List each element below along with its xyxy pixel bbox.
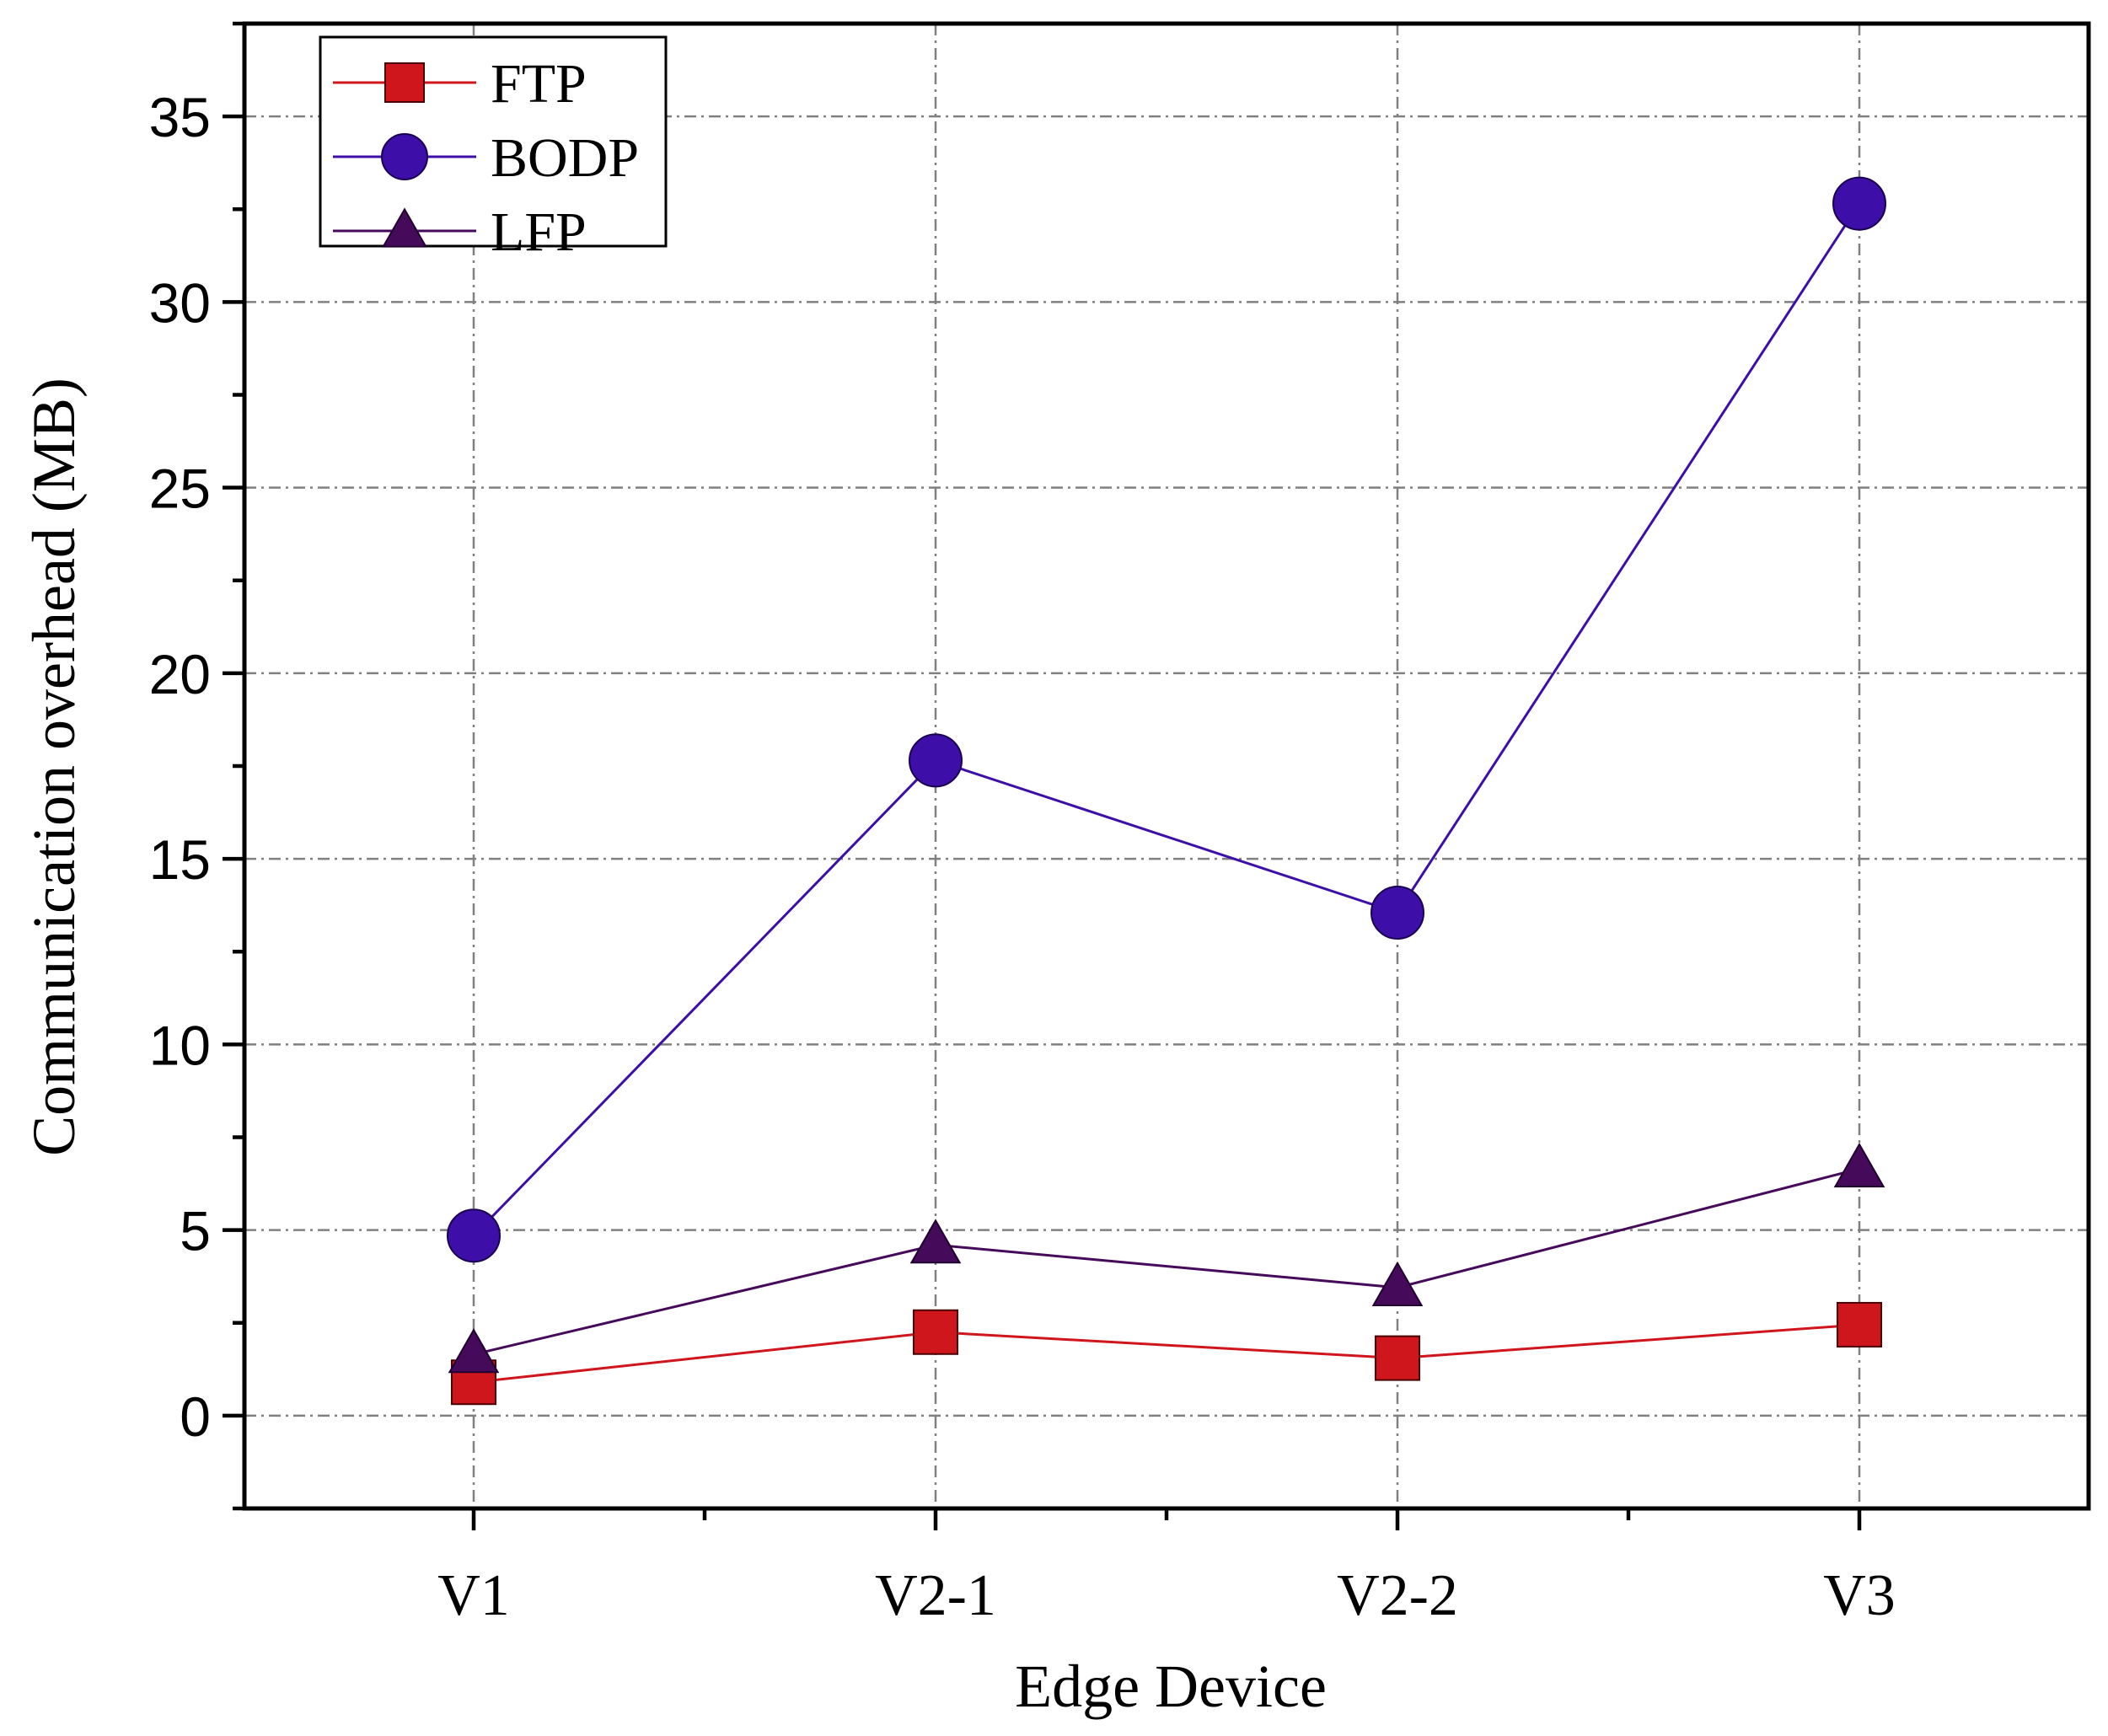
legend-label: LFP <box>491 201 587 263</box>
series-layer <box>447 176 1886 1406</box>
y-tick-label: 5 <box>180 1200 211 1262</box>
series-bodp <box>447 176 1886 1263</box>
legend-marker <box>381 207 428 248</box>
ftp-point <box>1375 1335 1420 1381</box>
y-tick-label: 15 <box>149 828 211 891</box>
y-tick-label: 20 <box>149 643 211 705</box>
series-line-ftp <box>473 1323 1860 1384</box>
series-line-bodp <box>472 202 1861 1237</box>
bodp-point <box>1370 885 1424 940</box>
tick-layer <box>223 21 1862 1530</box>
bodp-point <box>1832 176 1886 231</box>
legend-label: BODP <box>491 127 639 189</box>
label-layer: 0 5 10 15 20 25 30 35 V1 V2-1 V2-2 V3 <box>149 86 1896 1628</box>
legend-box <box>319 35 668 248</box>
x-axis-title: Edge Device <box>1015 1653 1327 1720</box>
series-lfp <box>448 1142 1885 1374</box>
grid-layer <box>244 24 2089 1508</box>
y-tick-label: 30 <box>149 271 211 334</box>
x-tick-label: V1 <box>437 1563 510 1628</box>
ftp-point <box>1837 1301 1882 1348</box>
ftp-point <box>913 1309 958 1355</box>
bodp-point <box>909 733 963 788</box>
legend-label: FTP <box>491 53 587 115</box>
lfp-point <box>1371 1261 1424 1306</box>
lfp-point <box>448 1328 500 1374</box>
legend-item-ftp: FTP <box>333 53 587 115</box>
series-line-lfp <box>473 1167 1860 1356</box>
y-tick-label: 10 <box>149 1014 211 1076</box>
legend-item-lfp: LFP <box>333 201 587 263</box>
legend-marker <box>381 133 428 180</box>
x-tick-label: V3 <box>1823 1563 1896 1628</box>
bodp-point <box>447 1208 501 1263</box>
y-axis-title: Communication overhead (MB) <box>20 378 88 1156</box>
x-tick-label: V2-1 <box>875 1563 996 1628</box>
legend: FTP BODP LFP <box>319 35 668 263</box>
lfp-point <box>1833 1142 1885 1188</box>
lfp-point <box>909 1219 962 1264</box>
series-ftp <box>451 1301 1882 1406</box>
y-tick-label: 25 <box>149 458 211 520</box>
legend-items: FTP BODP LFP <box>333 53 639 263</box>
y-tick-label: 35 <box>149 86 211 148</box>
legend-marker <box>384 62 425 103</box>
legend-item-bodp: BODP <box>333 127 639 189</box>
y-tick-label: 0 <box>180 1385 211 1448</box>
x-tick-label: V2-2 <box>1337 1563 1458 1628</box>
